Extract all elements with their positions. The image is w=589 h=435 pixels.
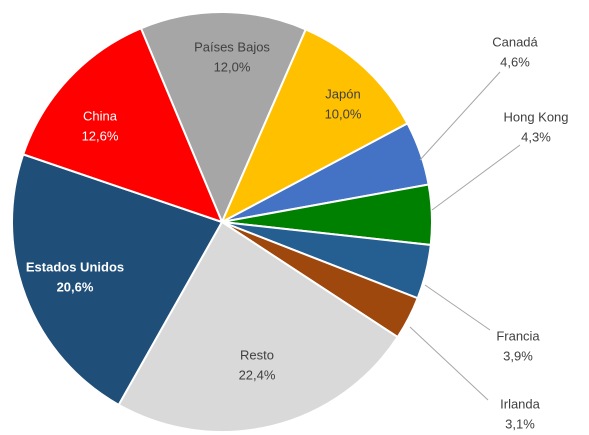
pie-slice: [139, 11, 308, 225]
leader-line: [424, 284, 491, 331]
slice-value-label: 20,6%: [57, 279, 94, 294]
pie-slice: [219, 28, 409, 225]
leader-line: [419, 71, 501, 161]
slice-value-label: 22,4%: [239, 367, 276, 382]
slice-value-label: 4,6%: [500, 54, 530, 69]
slice-value-label: 12,6%: [82, 128, 119, 143]
slice-value-label: 12,0%: [214, 59, 251, 74]
slice-value-label: 4,3%: [521, 129, 551, 144]
slice-label: Países Bajos: [194, 39, 270, 54]
slice-label: Japón: [325, 86, 360, 101]
slice-label: Hong Kong: [503, 109, 568, 124]
pie-slice: [117, 220, 400, 433]
pie-slice: [21, 26, 224, 224]
slice-value-label: 10,0%: [325, 106, 362, 121]
slice-label: Resto: [240, 347, 274, 362]
slice-value-label: 3,1%: [505, 416, 535, 431]
leader-line: [409, 326, 489, 401]
slice-label: Canadá: [492, 34, 538, 49]
slice-label: China: [83, 108, 118, 123]
leader-line: [431, 144, 521, 211]
slice-label: Francia: [496, 328, 540, 343]
slice-value-label: 3,9%: [503, 348, 533, 363]
pie-slice: [11, 153, 224, 407]
slice-label: Irlanda: [500, 396, 541, 411]
slice-label: Estados Unidos: [26, 259, 124, 274]
